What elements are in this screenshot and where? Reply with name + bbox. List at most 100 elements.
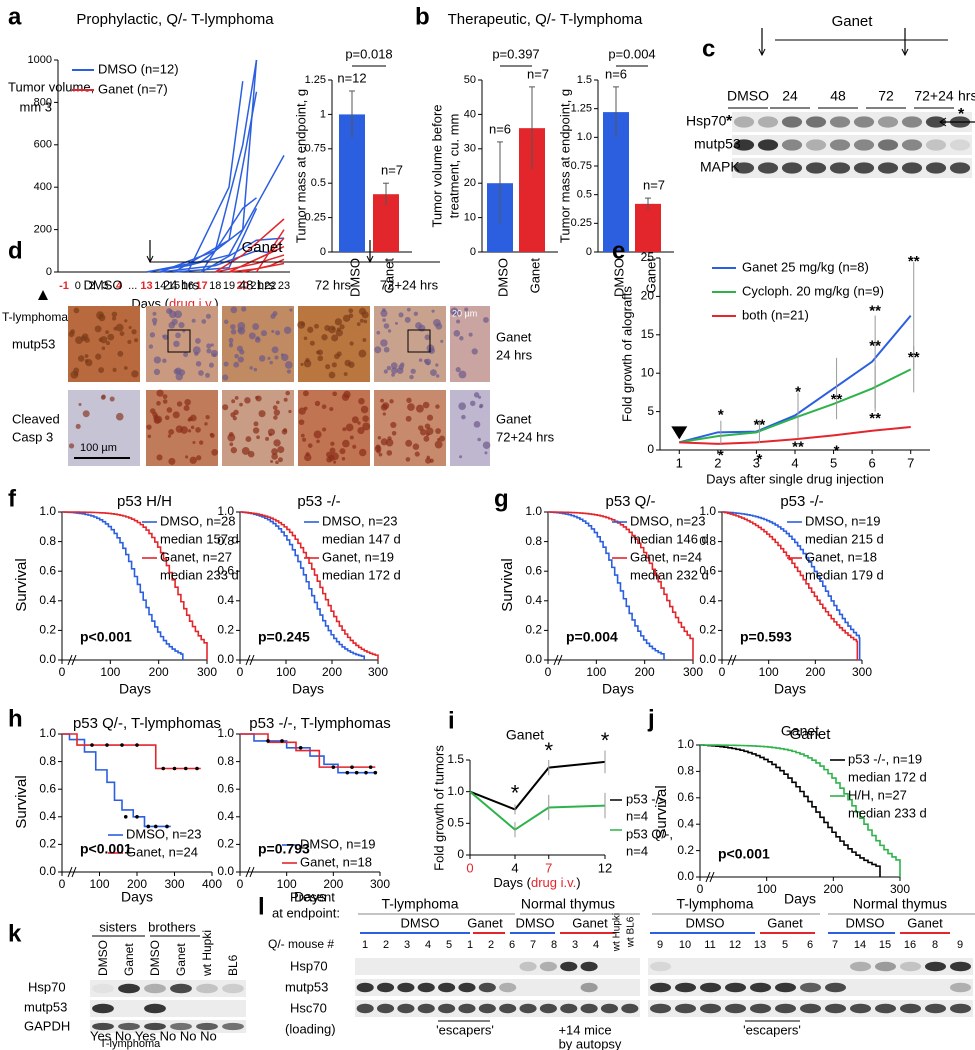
survival-curve (62, 511, 208, 660)
significance: * (757, 451, 763, 468)
axis-break (67, 866, 77, 878)
significance: ** (754, 416, 766, 433)
band (675, 1003, 696, 1014)
y-tick-label: 0 (647, 442, 654, 456)
lane-number: 5 (782, 939, 788, 951)
cell (230, 446, 237, 454)
band (950, 982, 971, 993)
band (580, 982, 598, 993)
arrow-head (146, 255, 154, 264)
band (800, 1003, 821, 1014)
cell (328, 371, 336, 379)
cell (380, 398, 384, 403)
legend-entry: DMSO, n=23 (126, 826, 202, 841)
growth-curve (228, 262, 285, 273)
cell (383, 346, 390, 353)
x-tick-label: 100 (586, 665, 606, 679)
marker: * (958, 106, 965, 123)
x-tick-label: 200 (805, 665, 825, 679)
band (781, 139, 803, 151)
cell (178, 322, 185, 329)
axis-label: Fold growth of tumors (431, 745, 446, 871)
y-tick-label: 0.8 (217, 754, 234, 768)
growth-curve (201, 237, 285, 273)
band (875, 961, 896, 972)
legend-entry: median 233 d (848, 805, 927, 820)
censor-mark (373, 770, 378, 775)
cell (273, 415, 278, 420)
band (118, 1022, 140, 1031)
cell (147, 434, 151, 439)
cell (298, 419, 305, 426)
axis-label: Days (294, 889, 326, 905)
cell (167, 434, 172, 438)
panel-title: p53 -/- (297, 493, 340, 510)
cell (153, 356, 162, 364)
band (650, 1003, 671, 1014)
cell (228, 337, 234, 343)
cell (127, 339, 132, 345)
x-tick-label: 100 (757, 882, 777, 896)
p-value: p<0.001 (80, 841, 132, 857)
band (950, 961, 971, 972)
cell (394, 321, 399, 325)
y-tick-label: 0.6 (39, 563, 56, 577)
cell (254, 337, 261, 343)
y-tick-label: 0.0 (699, 652, 716, 666)
inset-label: 72+24 hrs (496, 429, 555, 444)
survival-curve (722, 511, 859, 660)
y-tick-label: 0.0 (217, 864, 234, 878)
cell (331, 362, 337, 368)
cell (415, 404, 424, 413)
significance: ** (908, 349, 920, 366)
note: +14 mice (558, 1022, 611, 1037)
lane-number: 3 (404, 939, 410, 951)
cell (205, 372, 210, 378)
x-tick-label: 23 (278, 280, 290, 292)
lane-label: Ganet (174, 943, 188, 976)
cell (229, 342, 233, 346)
x-tick-label: 100 (100, 665, 120, 679)
censor-mark (123, 815, 128, 819)
cell (175, 332, 181, 339)
legend-entry: median 179 d (805, 567, 884, 582)
legend-entry: Ganet, n=18 (805, 549, 877, 564)
cell (156, 389, 164, 397)
axis-label: Days (119, 681, 151, 697)
series-line (679, 314, 912, 444)
cell (386, 365, 392, 371)
cell (336, 327, 341, 332)
cell (407, 403, 415, 411)
cell (385, 438, 394, 447)
axis-label: Tumor mass at endpoint, g (293, 89, 308, 243)
band (458, 1003, 476, 1014)
n-label: n=12 (337, 70, 366, 85)
cell (172, 411, 180, 419)
cell (435, 363, 439, 367)
legend-entry: p53 -/-, n=19 (848, 751, 922, 766)
cell (68, 331, 75, 338)
arrow-head (901, 48, 909, 57)
axis-label: Days after single drug injection (706, 471, 884, 486)
axis-label: Days (121, 889, 153, 905)
cell (208, 362, 214, 368)
y-tick-label: 1.0 (217, 504, 234, 518)
cell (378, 452, 383, 457)
cell (458, 370, 467, 379)
x-tick-label: DMSO (347, 258, 362, 297)
cell (190, 425, 195, 430)
band (800, 982, 821, 993)
cell (222, 374, 229, 381)
cell (173, 368, 180, 375)
cell (314, 323, 319, 329)
cell (230, 306, 238, 314)
legend-entry: p53 -/-, (626, 791, 667, 806)
censor-mark (354, 770, 359, 775)
p-value: p<0.001 (718, 846, 770, 862)
growth-curve (215, 254, 285, 273)
cell (95, 353, 102, 360)
axis-label: Tumor mass at endpoint, g (557, 89, 572, 243)
micrograph (222, 306, 294, 382)
censor-mark (90, 743, 94, 747)
